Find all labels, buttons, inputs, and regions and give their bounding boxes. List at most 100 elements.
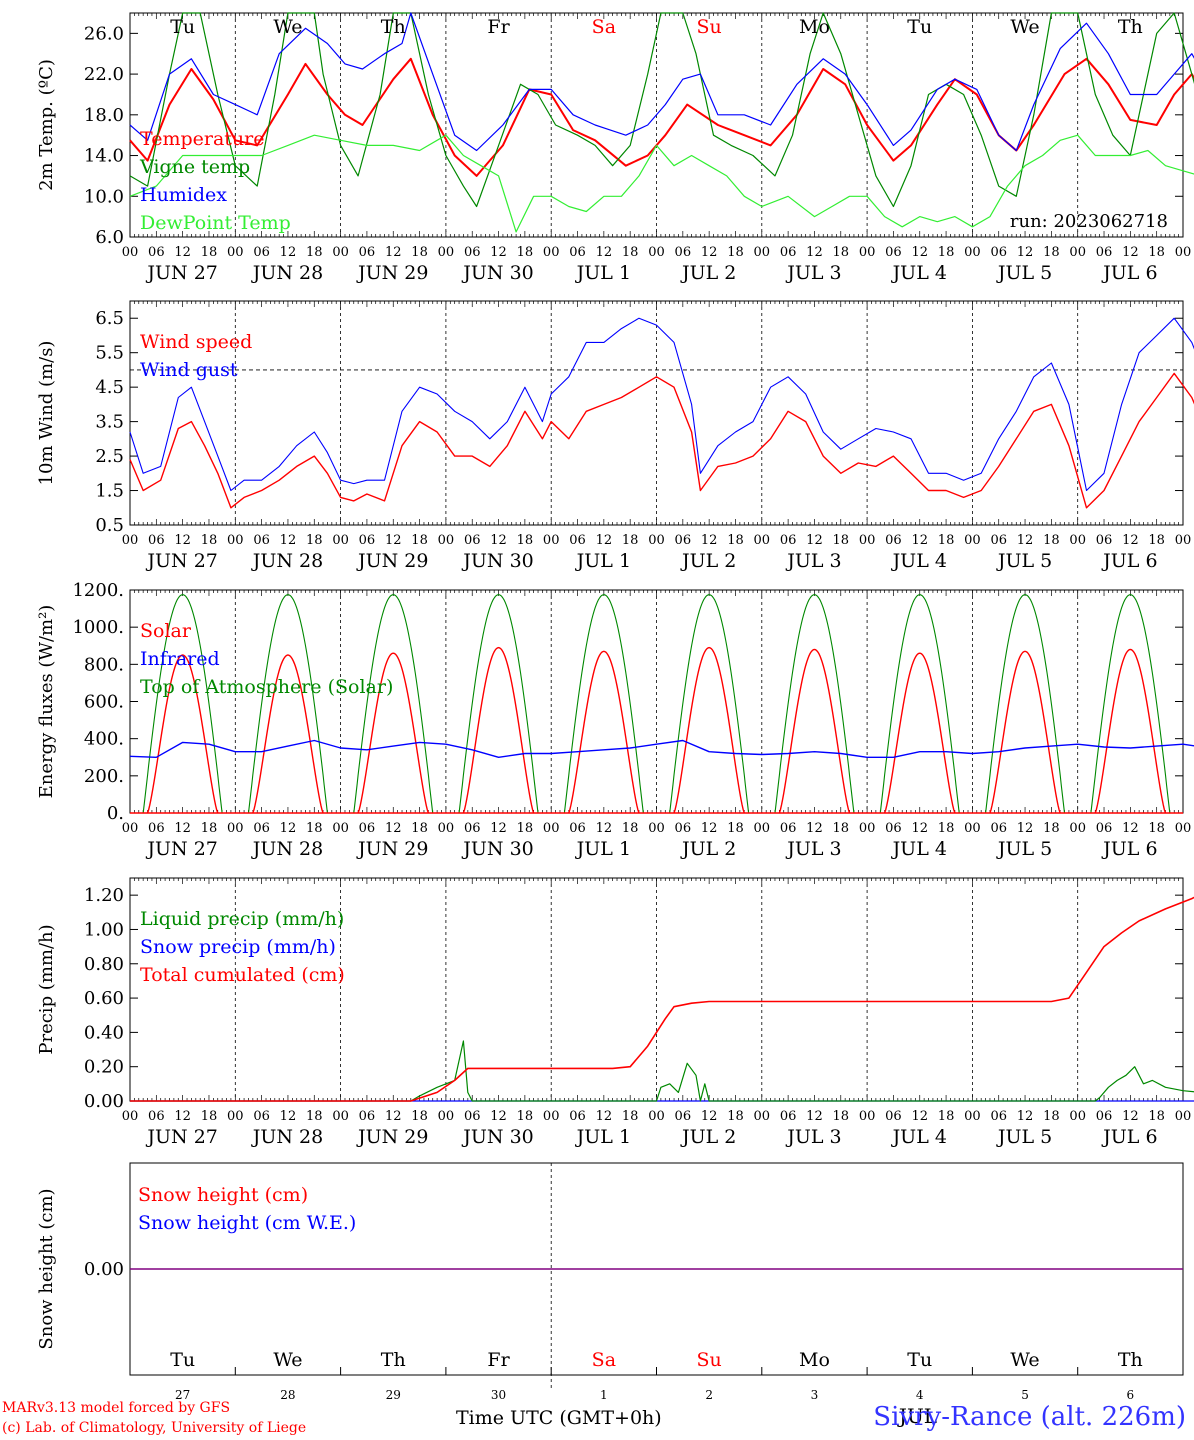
hour-tick-label: 00 [332,533,349,548]
hour-tick-label: 18 [517,821,534,836]
hour-tick-label: 06 [253,533,270,548]
y-tick-label: 0.00 [84,1091,124,1112]
hour-tick-label: 12 [280,1109,297,1124]
hour-tick-label: 18 [306,245,323,260]
hour-tick-label: 12 [174,245,191,260]
y-tick-label: 10.0 [84,186,124,207]
hour-tick-label: 12 [490,1109,507,1124]
y-tick-label: 1200. [72,580,124,601]
weekday-label-bottom: Sa [592,1349,616,1371]
toa-solar-day-curve [353,594,434,814]
hour-tick-label: 00 [227,821,244,836]
hour-tick-label: 00 [1175,533,1192,548]
legend-entry: Wind gust [140,359,238,381]
hour-tick-label: 06 [990,1109,1007,1124]
hour-tick-label: 18 [938,1109,955,1124]
hour-tick-label: 12 [385,245,402,260]
weekday-label: Fr [487,16,510,38]
hour-tick-label: 00 [122,1109,139,1124]
hour-tick-label: 00 [859,245,876,260]
y-axis-label: Energy fluxes (W/m²) [36,605,57,799]
y-tick-label: 0.20 [84,1057,124,1078]
hour-tick-label: 06 [253,245,270,260]
y-tick-label: 3.5 [95,412,124,433]
series-line-total-cumulated [130,896,1194,1102]
hour-tick-label: 00 [438,1109,455,1124]
toa-solar-day-curve [879,594,960,814]
hour-tick-label: 06 [675,1109,692,1124]
hour-tick-label: 12 [490,533,507,548]
hour-tick-label: 00 [1069,533,1086,548]
date-label: JUL 3 [785,262,841,284]
date-label: JUL 1 [575,838,631,860]
hour-tick-label: 06 [675,245,692,260]
hour-tick-label: 12 [701,245,718,260]
hour-tick-label: 12 [280,533,297,548]
hour-tick-label: 18 [727,821,744,836]
hour-tick-label: 06 [253,821,270,836]
hour-tick-label: 00 [227,245,244,260]
weekday-label-bottom: Tu [907,1349,932,1371]
hour-tick-label: 00 [438,821,455,836]
hour-tick-label: 00 [1069,1109,1086,1124]
date-label: JUL 6 [1101,262,1157,284]
model-credit: MARv3.13 model forced by GFS [2,1400,231,1416]
date-label: JUN 29 [356,838,428,860]
y-tick-label: 1.20 [84,885,124,906]
day-number-label: 4 [916,1388,924,1402]
day-number-label: 30 [491,1388,506,1402]
date-label: JUL 2 [680,1126,736,1148]
hour-tick-label: 12 [1017,533,1034,548]
weekday-label: Tu [907,16,932,38]
date-label: JUN 30 [461,1126,533,1148]
y-tick-label: 200. [84,766,124,787]
hour-tick-label: 00 [964,245,981,260]
hour-tick-label: 18 [201,1109,218,1124]
date-label: JUL 3 [785,1126,841,1148]
hour-tick-label: 18 [411,1109,428,1124]
hour-tick-label: 18 [727,533,744,548]
hour-tick-label: 18 [727,245,744,260]
weekday-label: Th [381,16,406,38]
legend-entry: Solar [140,620,192,642]
hour-tick-label: 00 [1175,1109,1192,1124]
y-tick-label: 1.5 [95,481,124,502]
hour-tick-label: 06 [148,821,165,836]
series-line-liquid-precip [130,1040,1194,1102]
solar-day-curve [146,654,219,814]
date-label: JUL 2 [680,262,736,284]
hour-tick-label: 12 [490,821,507,836]
hour-tick-label: 00 [227,1109,244,1124]
hour-tick-label: 06 [359,821,376,836]
hour-tick-label: 18 [938,533,955,548]
weekday-label-bottom: We [1010,1349,1039,1371]
hour-tick-label: 06 [148,533,165,548]
weekday-label-bottom: Su [697,1349,722,1371]
weekday-label-bottom: Th [1118,1349,1143,1371]
day-number-label: 1 [600,1388,608,1402]
hour-tick-label: 12 [280,245,297,260]
hour-tick-label: 00 [438,533,455,548]
date-label: JUN 27 [145,1126,217,1148]
toa-solar-day-curve [458,594,539,814]
weekday-label-bottom: Tu [170,1349,195,1371]
date-label: JUN 29 [356,262,428,284]
hour-tick-label: 18 [622,533,639,548]
y-tick-label: 5.5 [95,343,124,364]
date-label: JUN 28 [251,262,323,284]
hour-tick-label: 12 [701,533,718,548]
y-tick-label: 4.5 [95,377,124,398]
hour-tick-label: 06 [990,533,1007,548]
panel-frame [129,300,1184,526]
hour-tick-label: 00 [543,821,560,836]
date-label: JUN 28 [251,550,323,572]
hour-tick-label: 00 [1069,821,1086,836]
hour-tick-label: 18 [833,821,850,836]
hour-tick-label: 18 [833,1109,850,1124]
hour-tick-label: 18 [938,245,955,260]
hour-tick-label: 12 [1122,821,1139,836]
hour-tick-label: 18 [517,533,534,548]
hour-tick-label: 00 [648,533,665,548]
date-label: JUL 3 [785,550,841,572]
toa-solar-day-curve [563,594,644,814]
